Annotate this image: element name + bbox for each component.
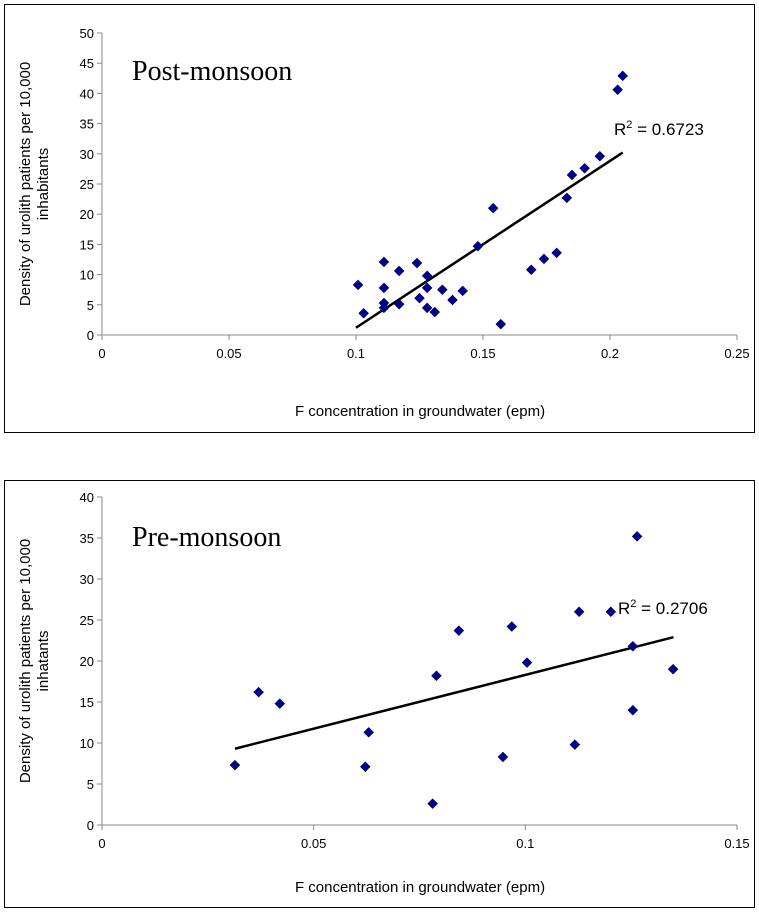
chart-title: Pre-monsoon [132, 522, 281, 553]
y-tick-label: 10 [80, 736, 94, 751]
data-point [427, 798, 438, 810]
data-point [358, 307, 369, 319]
data-point [447, 294, 458, 306]
y-tick-label: 5 [87, 298, 94, 313]
data-point [352, 279, 364, 291]
data-point [617, 70, 629, 82]
x-axis-label: F concentration in groundwater (epm) [295, 403, 545, 420]
data-point [495, 318, 507, 330]
pre-monsoon-chart-frame [4, 480, 755, 908]
x-tick-label: 0.1 [516, 836, 534, 851]
data-point [627, 640, 639, 652]
chart-title: Post-monsoon [132, 56, 292, 87]
data-point [627, 704, 639, 716]
x-tick-label: 0.1 [347, 346, 365, 361]
data-point [569, 739, 581, 750]
r-squared-label: R2 = 0.6723 [614, 119, 704, 139]
r-squared-sup: 2 [626, 119, 632, 131]
data-point [229, 759, 241, 771]
post-monsoon-chart-frame [4, 4, 755, 433]
r-squared-base: R [618, 599, 630, 618]
data-point [429, 306, 441, 318]
data-point [612, 84, 623, 96]
y-tick-label: 20 [80, 654, 94, 669]
data-point [667, 663, 679, 675]
x-tick-label: 0 [98, 346, 105, 361]
y-axis-label-line-2: inhabitants [35, 148, 52, 221]
y-tick-label: 25 [80, 613, 94, 628]
y-tick-label: 50 [80, 26, 94, 41]
data-point [378, 256, 390, 268]
data-point [579, 162, 590, 174]
r-squared-base: R [614, 120, 626, 139]
data-point [497, 751, 509, 763]
x-tick-label: 0.05 [216, 346, 241, 361]
data-point [421, 282, 433, 294]
data-point [378, 282, 390, 294]
x-tick-label: 0 [98, 836, 105, 851]
y-tick-label: 35 [80, 117, 94, 132]
y-axis-label-line-1: Density of urolith patients per 10,000 [17, 62, 34, 306]
y-tick-label: 45 [80, 56, 94, 71]
x-tick-label: 0.05 [301, 836, 326, 851]
x-axis-label: F concentration in groundwater (epm) [295, 879, 545, 896]
data-point [561, 192, 573, 204]
y-tick-label: 10 [80, 268, 94, 283]
y-axis-label-line-1: Density of urolith patients per 10,000 [17, 539, 34, 783]
y-tick-label: 0 [87, 818, 94, 833]
data-point [487, 202, 499, 214]
data-point [411, 257, 423, 269]
trendline [234, 636, 674, 750]
data-point [393, 265, 405, 277]
y-tick-label: 30 [80, 572, 94, 587]
y-tick-label: 5 [87, 777, 94, 792]
data-point [457, 285, 469, 297]
data-point [437, 284, 448, 296]
y-tick-label: 40 [80, 86, 94, 101]
data-point [506, 621, 518, 632]
y-tick-label: 40 [80, 490, 94, 505]
data-point [453, 625, 465, 637]
data-point [605, 606, 617, 618]
y-tick-label: 15 [80, 695, 94, 710]
data-point [525, 264, 537, 276]
data-point [253, 686, 264, 698]
r-squared-label: R2 = 0.2706 [618, 598, 708, 618]
x-tick-label: 0.25 [724, 346, 749, 361]
data-point [274, 698, 286, 709]
data-point [431, 670, 442, 682]
data-point [594, 150, 606, 162]
y-tick-label: 0 [87, 328, 94, 343]
y-tick-label: 15 [80, 237, 94, 252]
data-point [573, 606, 585, 618]
data-point [538, 253, 550, 265]
r-squared-sup: 2 [630, 598, 636, 610]
data-point [393, 298, 405, 310]
y-tick-label: 25 [80, 177, 94, 192]
y-tick-label: 35 [80, 531, 94, 546]
data-point [414, 292, 425, 304]
x-tick-label: 0.15 [724, 836, 749, 851]
data-point [566, 169, 578, 181]
data-point [472, 240, 484, 252]
data-point [521, 657, 533, 668]
x-tick-label: 0.2 [601, 346, 619, 361]
y-tick-label: 20 [80, 207, 94, 222]
data-point [363, 726, 375, 738]
data-point [421, 270, 433, 282]
data-point [551, 247, 563, 259]
x-tick-label: 0.15 [470, 346, 495, 361]
data-point [421, 302, 433, 314]
y-axis-label-line-2: inhatants [35, 631, 52, 692]
post-monsoon-chart: Post-monsoon F concentration in groundwa… [17, 26, 750, 420]
pre-monsoon-chart: Pre-monsoon F concentration in groundwat… [17, 490, 750, 896]
data-point [631, 531, 643, 542]
r-squared-value: = 0.2706 [636, 599, 707, 618]
r-squared-value: = 0.6723 [632, 120, 703, 139]
data-point [359, 761, 371, 773]
data-point [378, 302, 390, 314]
trendline [355, 151, 624, 329]
y-tick-label: 30 [80, 147, 94, 162]
